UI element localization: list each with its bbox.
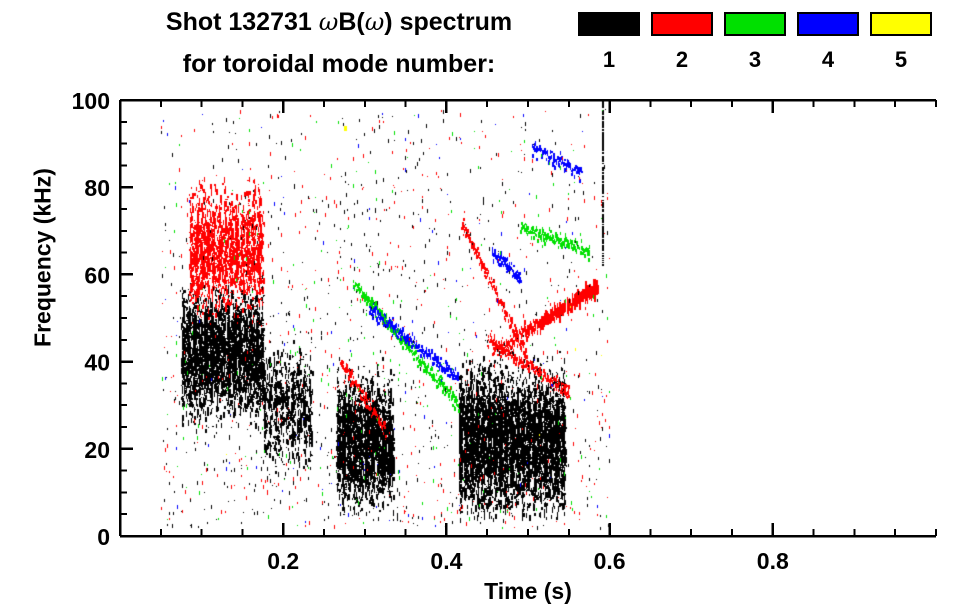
legend-label-3: 3 xyxy=(748,47,762,72)
y-tick-label-40: 40 xyxy=(84,350,110,376)
paren-open: ( xyxy=(356,8,365,36)
legend: 1 2 3 4 5 xyxy=(578,12,958,90)
plot-title-line1: Shot 132731 ωB(ω) spectrum xyxy=(104,8,574,37)
x-tick-label-0.8: 0.8 xyxy=(757,548,789,574)
legend-item-3: 3 xyxy=(724,12,786,72)
legend-swatch-1 xyxy=(578,12,640,36)
legend-item-1: 1 xyxy=(578,12,640,72)
omega-symbol-2: ω xyxy=(364,8,385,36)
x-tick-label-0.2: 0.2 xyxy=(267,548,299,574)
y-tick-label-20: 20 xyxy=(84,437,110,463)
legend-item-4: 4 xyxy=(797,12,859,72)
plot-title-line2: for toroidal mode number: xyxy=(182,50,496,78)
paren-close: ) xyxy=(384,8,393,36)
plot-area: 0 20 40 60 80 100 0.2 0.4 0.6 0.8 xyxy=(72,88,937,574)
legend-swatch-5 xyxy=(870,12,932,36)
title-b-text: B xyxy=(338,8,357,36)
legend-label-4: 4 xyxy=(821,47,835,72)
legend-swatch-4 xyxy=(797,12,859,36)
spectrogram-canvas xyxy=(120,100,936,536)
y-tick-label-60: 60 xyxy=(84,262,110,288)
legend-label-5: 5 xyxy=(894,47,908,72)
legend-item-2: 2 xyxy=(651,12,713,72)
legend-label-1: 1 xyxy=(602,47,616,72)
legend-label-2: 2 xyxy=(675,47,689,72)
omega-symbol-1: ω xyxy=(318,8,339,36)
x-tick-label-0.4: 0.4 xyxy=(430,548,462,574)
y-tick-label-80: 80 xyxy=(84,175,110,201)
x-axis-label: Time (s) xyxy=(484,578,572,604)
y-axis-label: Frequency (kHz) xyxy=(29,168,56,347)
title-spectrum-text: spectrum xyxy=(392,8,513,36)
y-tick-label-0: 0 xyxy=(97,524,110,550)
legend-item-5: 5 xyxy=(870,12,932,72)
y-tick-label-100: 100 xyxy=(72,88,110,114)
x-tick-label-0.6: 0.6 xyxy=(594,548,626,574)
legend-swatch-2 xyxy=(651,12,713,36)
legend-swatch-3 xyxy=(724,12,786,36)
title-shot-text: Shot 132731 xyxy=(165,8,319,36)
